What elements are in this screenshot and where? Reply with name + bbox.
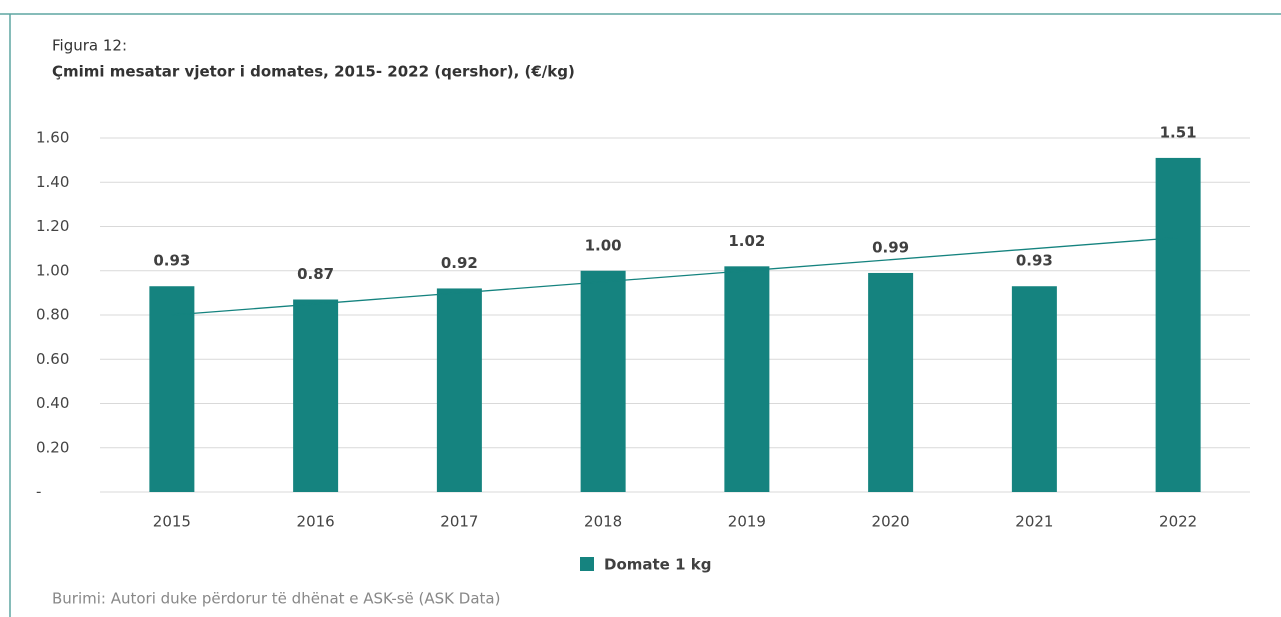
y-tick-label: 1.00 — [36, 261, 69, 279]
data-label: 1.00 — [585, 236, 622, 254]
x-tick-label: 2019 — [728, 513, 766, 531]
x-tick-label: 2018 — [584, 513, 622, 531]
y-tick-label: 1.60 — [36, 129, 69, 147]
chart-subtitle: Çmimi mesatar vjetor i domates, 2015- 20… — [52, 63, 575, 81]
bar — [580, 270, 626, 492]
x-tick-label: 2022 — [1159, 513, 1197, 531]
data-label: 0.87 — [297, 265, 334, 283]
bar — [293, 299, 339, 492]
bar — [1155, 157, 1201, 492]
legend-swatch — [580, 557, 594, 571]
bar — [868, 272, 914, 492]
data-label: 1.02 — [728, 232, 765, 250]
legend-label: Domate 1 kg — [604, 556, 711, 574]
y-tick-label: 0.60 — [36, 350, 69, 368]
y-tick-label: 0.80 — [36, 306, 69, 324]
data-label: 1.51 — [1160, 123, 1197, 141]
data-label: 0.93 — [1016, 252, 1053, 270]
x-tick-label: 2015 — [153, 513, 191, 531]
data-label: 0.93 — [153, 252, 190, 270]
data-label: 0.92 — [441, 254, 478, 272]
data-label: 0.99 — [872, 238, 909, 256]
y-tick-label: 0.20 — [36, 438, 69, 456]
x-tick-label: 2020 — [872, 513, 910, 531]
bar — [436, 288, 482, 492]
x-tick-label: 2016 — [297, 513, 335, 531]
y-tick-label: 1.40 — [36, 173, 69, 191]
y-tick-label: - — [36, 483, 41, 501]
bar — [149, 286, 195, 492]
bar — [1011, 286, 1057, 492]
source: Burimi: Autori duke përdorur të dhënat e… — [52, 590, 500, 608]
x-tick-label: 2021 — [1015, 513, 1053, 531]
chart-title: Figura 12: — [52, 37, 127, 55]
trendline — [171, 236, 1179, 316]
x-tick-label: 2017 — [440, 513, 478, 531]
bar — [724, 266, 770, 492]
y-tick-label: 0.40 — [36, 394, 69, 412]
y-tick-label: 1.20 — [36, 217, 69, 235]
